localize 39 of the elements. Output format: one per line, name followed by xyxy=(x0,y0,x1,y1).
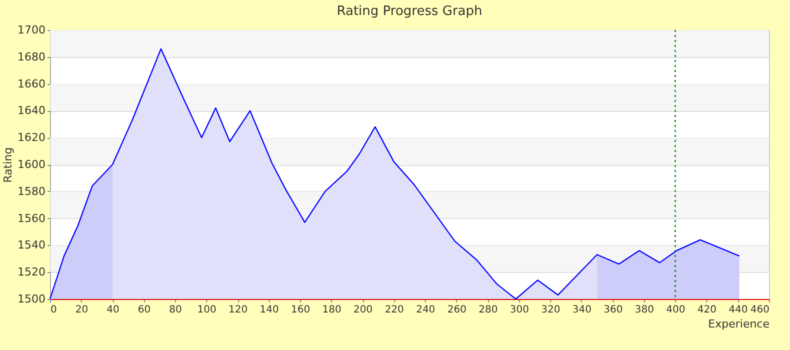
x-tick-label: 400 xyxy=(666,304,686,316)
y-axis-title: Rating xyxy=(2,147,15,183)
x-tick-label: 200 xyxy=(354,304,373,316)
x-tick-label: 240 xyxy=(416,304,436,316)
x-tick-label: 360 xyxy=(604,304,623,316)
y-tick-label: 1580 xyxy=(18,184,46,198)
x-tick-label: 340 xyxy=(572,304,592,316)
x-tick-label: 160 xyxy=(291,304,310,316)
y-tick-label: 1560 xyxy=(18,212,46,225)
x-tick-label: 460 xyxy=(750,304,770,316)
y-tick-label: 1680 xyxy=(18,50,46,64)
x-tick-label: 20 xyxy=(75,304,88,316)
y-tick-label: 1540 xyxy=(18,238,46,252)
y-tick-label: 1700 xyxy=(18,24,46,36)
x-tick-label: 420 xyxy=(697,304,717,316)
x-tick-label: 0 xyxy=(50,304,57,316)
y-tick-label: 1640 xyxy=(18,104,46,118)
x-tick-label: 180 xyxy=(322,304,342,316)
x-axis-title: Experience xyxy=(708,318,770,330)
x-tick-label: 260 xyxy=(447,304,466,316)
x-tick-label: 80 xyxy=(169,304,182,316)
x-tick-label: 380 xyxy=(634,304,654,316)
line-series xyxy=(49,48,740,300)
x-tick-label: 40 xyxy=(106,304,120,316)
x-tick-label: 320 xyxy=(541,304,560,316)
y-tick-label: 1660 xyxy=(18,77,46,90)
x-tick-label: 280 xyxy=(478,304,498,316)
x-tick-label: 220 xyxy=(384,304,404,316)
chart-title: Rating Progress Graph xyxy=(336,4,482,19)
x-tick-label: 140 xyxy=(260,304,279,316)
x-tick-label: 100 xyxy=(197,304,216,316)
x-tick-label: 440 xyxy=(728,304,748,316)
x-tick-label: 120 xyxy=(228,304,248,316)
x-tick-label: 300 xyxy=(510,304,529,316)
y-tick-label: 1500 xyxy=(18,292,46,306)
x-tick-label: 60 xyxy=(138,304,151,316)
y-tick-label: 1600 xyxy=(18,158,46,171)
y-tick-label: 1520 xyxy=(18,266,46,279)
y-tick-label: 1620 xyxy=(18,131,46,144)
